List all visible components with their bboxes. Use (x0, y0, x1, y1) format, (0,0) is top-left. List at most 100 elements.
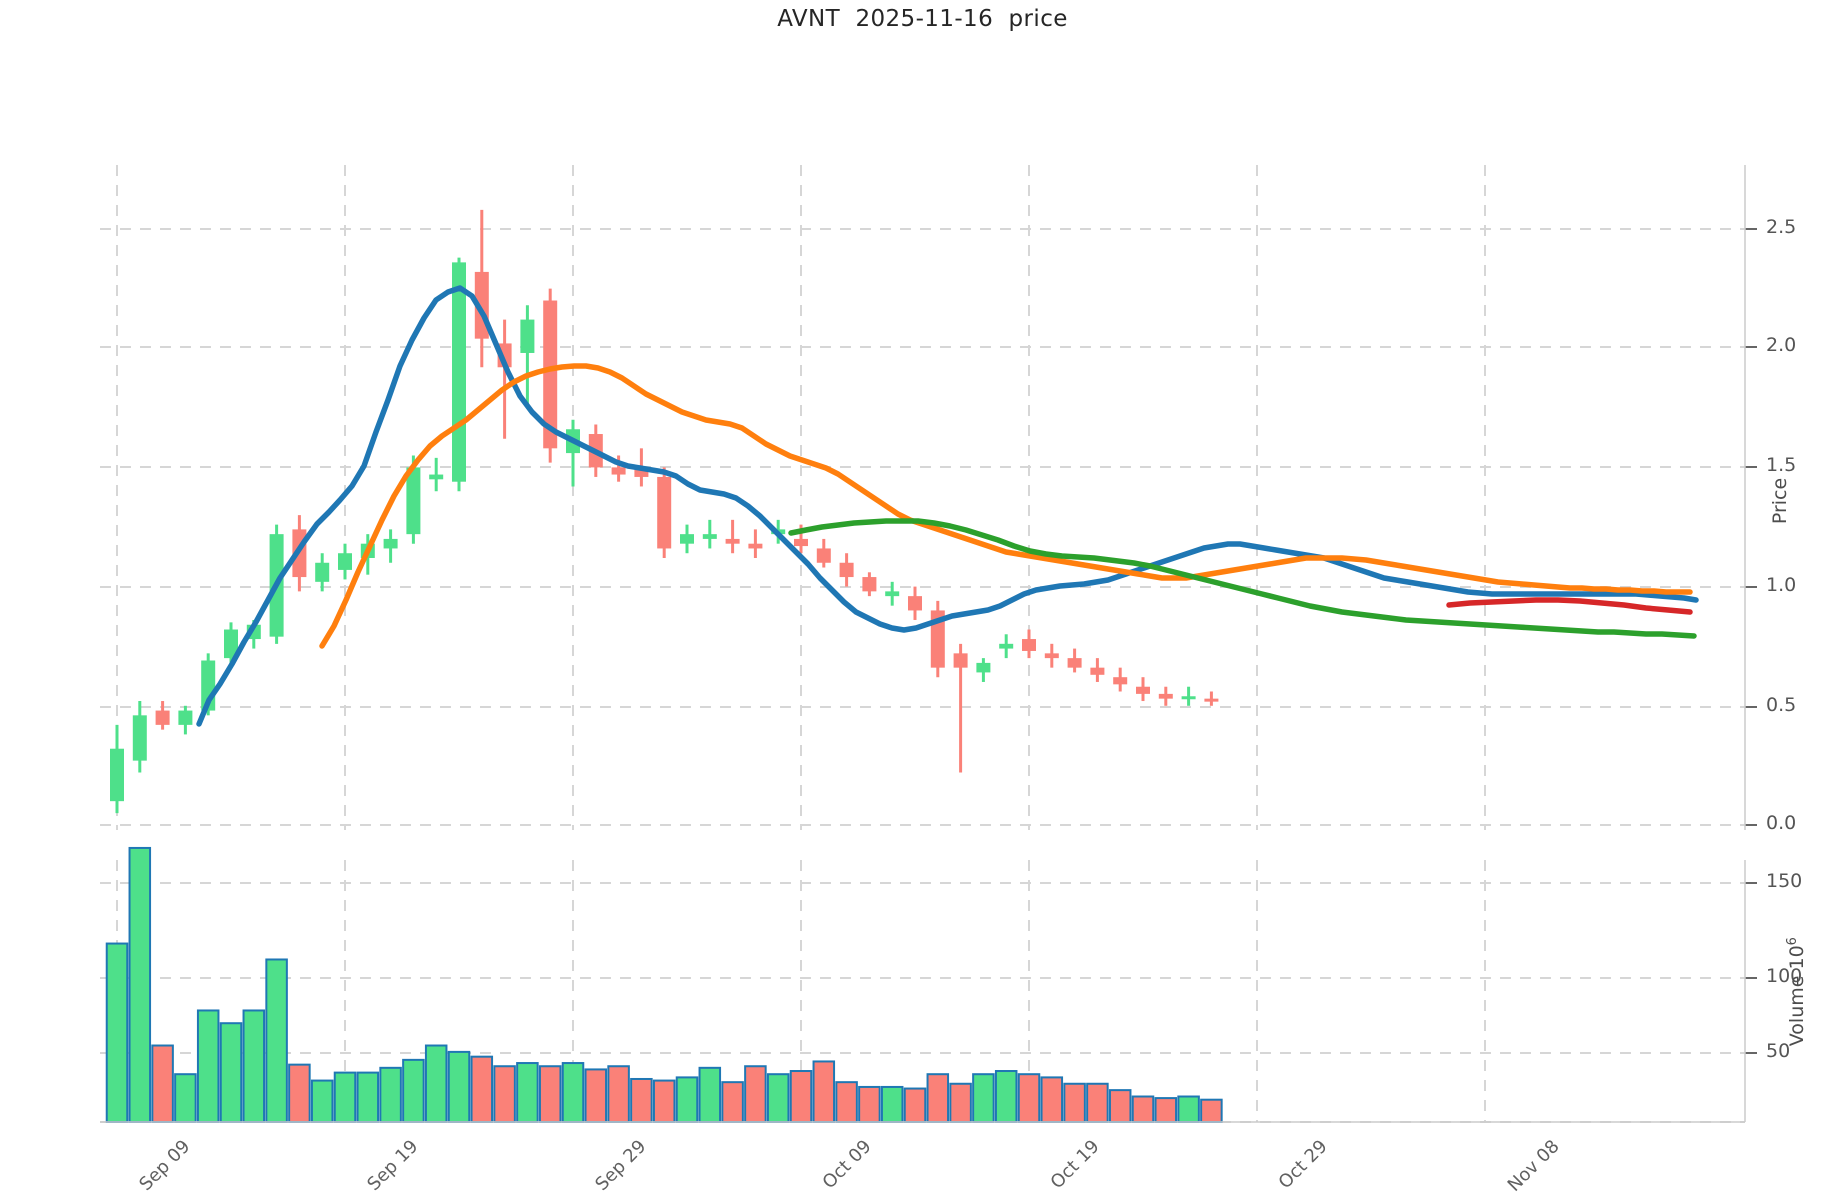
volume-bar (835, 1081, 858, 1123)
candle-body (406, 467, 421, 535)
candle-body (908, 596, 922, 611)
volume-tick-150: 150 (1766, 870, 1803, 892)
volume-bar (903, 1087, 927, 1124)
candle-body (178, 710, 193, 725)
candle-body (1067, 658, 1082, 668)
volume-bar (607, 1065, 630, 1123)
candle-body (1113, 677, 1128, 685)
volume-bar (219, 1022, 243, 1123)
volume-bar (1108, 1089, 1132, 1123)
candle-body (999, 643, 1014, 649)
volume-bar (128, 846, 152, 1123)
volume-bar (584, 1068, 608, 1124)
volume-bar (105, 942, 129, 1124)
volume-bar (174, 1073, 197, 1123)
price-grid-vertical (116, 165, 1486, 830)
candle-body (725, 538, 740, 544)
candle-body (1136, 686, 1150, 694)
volume-bar (675, 1076, 699, 1124)
volume-axis-title-text: Volume 10 (1786, 945, 1809, 1047)
candle-body (383, 538, 398, 549)
ma-orange-line (319, 363, 1693, 649)
candle-body (224, 629, 238, 659)
ma-red-line (1446, 597, 1693, 615)
ma-blue-line (196, 285, 1699, 727)
volume-bar (812, 1060, 836, 1124)
price-tick-1-0: 1.0 (1766, 574, 1797, 596)
candle-body (315, 562, 330, 582)
volume-tick-100: 100 (1766, 965, 1803, 987)
volume-bar (151, 1044, 174, 1124)
candle-body (1022, 639, 1036, 651)
volume-bar (652, 1079, 676, 1124)
volume-bar (561, 1062, 585, 1123)
price-tick-0-0: 0.0 (1766, 812, 1797, 834)
candle-body (680, 534, 694, 544)
volume-bar (1200, 1098, 1223, 1124)
price-tick-2-5: 2.5 (1766, 216, 1797, 238)
volume-bar (721, 1081, 744, 1123)
volume-bar (402, 1058, 425, 1123)
candle-body (839, 562, 854, 578)
candle-body (885, 591, 900, 597)
volume-bar-series (105, 846, 1223, 1124)
volume-axis-title: Volume 106 (1785, 937, 1808, 1046)
chart-title: AVNT 2025-11-16 price (777, 6, 1068, 32)
volume-bar (972, 1073, 995, 1123)
candle-body (132, 715, 147, 761)
volume-bar (424, 1044, 448, 1124)
price-axis-ticks (1745, 228, 1757, 826)
volume-bar (858, 1085, 881, 1123)
volume-bar (744, 1065, 767, 1123)
volume-bar (538, 1065, 562, 1123)
candle-body (520, 319, 535, 353)
volume-bar (1131, 1095, 1155, 1124)
candle-body (1090, 667, 1105, 675)
volume-bar (356, 1071, 380, 1124)
volume-axis-ticks (1745, 882, 1757, 1054)
candle-body (429, 474, 444, 480)
volume-bar (1063, 1082, 1086, 1124)
volume-bar (926, 1073, 950, 1123)
volume-bar (949, 1082, 972, 1124)
volume-bar (333, 1071, 357, 1124)
volume-bar (994, 1070, 1018, 1123)
candle-body (452, 262, 466, 482)
ma-green-line (788, 518, 1697, 639)
volume-bar (470, 1055, 494, 1124)
candle-body (748, 543, 763, 549)
price-grid (100, 228, 1745, 826)
candle-body (794, 538, 808, 547)
volume-bar (493, 1065, 516, 1123)
candle-body (657, 476, 672, 549)
price-tick-0-5: 0.5 (1766, 694, 1797, 716)
volume-bar (516, 1062, 539, 1123)
volume-bar (630, 1077, 653, 1123)
candle-body (338, 553, 352, 570)
candle-body (1158, 693, 1173, 699)
candle-body (976, 662, 991, 673)
candle-body (543, 300, 558, 449)
volume-bar (789, 1070, 813, 1123)
volume-bar (1040, 1076, 1064, 1124)
volume-grid-vertical (116, 860, 1486, 1122)
volume-bar (196, 1009, 220, 1124)
volume-bar (447, 1050, 471, 1123)
price-axis-title: Price (1769, 477, 1792, 525)
volume-bar (880, 1085, 904, 1123)
volume-bar (242, 1009, 266, 1124)
moving-average-lines (196, 285, 1699, 727)
candle-body (110, 748, 124, 802)
candle-body (1204, 698, 1219, 702)
candle-body (634, 467, 649, 477)
axis-spines (100, 165, 1746, 1123)
volume-bar (265, 958, 288, 1123)
volume-bar (1017, 1073, 1041, 1123)
candle-body (1181, 696, 1196, 700)
volume-bar (379, 1066, 402, 1123)
candle-body (862, 577, 877, 592)
candle-body (611, 467, 626, 475)
candlestick-series (110, 209, 1219, 814)
